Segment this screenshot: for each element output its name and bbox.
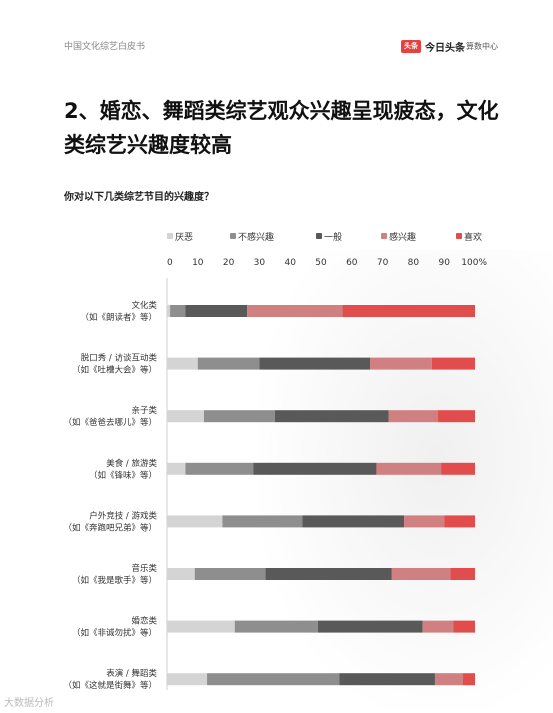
- bar-segment-2-1: [203, 410, 275, 423]
- bar-segment-0-4: [342, 305, 475, 317]
- brand-logo-badge: 头条: [401, 40, 421, 53]
- bar-segment-1-2: [259, 357, 371, 370]
- legend-label-0: 厌恶: [175, 232, 193, 243]
- brand: 头条 今日头条 算数中心: [401, 39, 498, 54]
- bar-segment-4-2: [302, 515, 405, 528]
- bar-segment-5-1: [194, 568, 266, 580]
- x-tick-label-2: 20: [223, 258, 235, 268]
- bar-segment-0-2: [185, 305, 248, 317]
- bar-segment-7-3: [434, 673, 463, 686]
- report-title: 中国文化综艺白皮书: [64, 42, 146, 52]
- category-label-1: 脱口秀 / 访谈互动类: [81, 353, 158, 364]
- bar-segment-7-0: [167, 673, 208, 686]
- x-tick-label-9: 90: [438, 258, 450, 268]
- watermark: 大数据分析: [4, 698, 54, 709]
- legend-label-4: 喜欢: [464, 231, 482, 243]
- bar-segment-3-1: [185, 462, 254, 475]
- bar-segment-5-0: [167, 568, 195, 580]
- bar-segment-5-4: [450, 568, 475, 580]
- bar-segment-6-1: [234, 620, 318, 633]
- x-tick-label-8: 80: [408, 258, 420, 268]
- bar-segment-0-1: [170, 305, 186, 317]
- bar-segment-4-4: [444, 515, 475, 528]
- category-sublabel-5: （如《我是歌手》等）: [72, 575, 157, 586]
- bar-segment-2-2: [274, 410, 389, 423]
- bar-segment-2-4: [438, 410, 475, 423]
- bar-segment-6-2: [317, 620, 423, 633]
- category-label-6: 婚恋类: [131, 616, 157, 627]
- bar-segment-2-3: [388, 410, 439, 423]
- bar-segment-3-3: [376, 462, 442, 475]
- category-sublabel-6: （如《非诚勿扰》等）: [72, 628, 157, 639]
- category-label-3: 美食 / 旅游类: [106, 458, 157, 469]
- category-sublabel-3: （如《锋味》等）: [89, 470, 157, 481]
- bar-segment-1-4: [431, 357, 475, 370]
- bar-segment-3-0: [167, 462, 186, 475]
- category-sublabel-1: （如《吐槽大会》等）: [72, 365, 157, 376]
- x-tick-label-7: 70: [377, 258, 389, 268]
- legend-swatch-1: [230, 233, 236, 239]
- x-tick-label-10: 100%: [461, 258, 487, 268]
- bar-segment-7-2: [339, 673, 435, 686]
- category-label-4: 户外竞技 / 游戏类: [89, 510, 157, 521]
- bar-segment-3-4: [441, 462, 475, 475]
- category-sublabel-0: （如《朗读者》等）: [80, 312, 157, 323]
- page-title: 2、婚恋、舞蹈类综艺观众兴趣呈现疲态，文化类综艺兴趣度较高: [64, 99, 499, 157]
- brand-name: 今日头条: [425, 43, 465, 54]
- category-sublabel-2: （如《爸爸去哪儿》等）: [63, 417, 157, 428]
- x-tick-label-1: 10: [192, 258, 204, 268]
- legend-label-2: 一般: [324, 231, 342, 243]
- category-sublabel-7: （如《这就是街舞》等）: [63, 680, 157, 691]
- bar-segment-1-3: [370, 357, 432, 370]
- legend-label-1: 不感兴趣: [238, 231, 274, 243]
- x-tick-label-3: 30: [254, 258, 266, 268]
- category-sublabel-4: （如《奔跑吧兄弟》等）: [63, 522, 157, 533]
- bar-segment-0-0: [167, 305, 171, 317]
- legend-label-3: 感兴趣: [389, 231, 416, 243]
- category-label-5: 音乐类: [131, 563, 157, 574]
- legend-swatch-3: [381, 233, 387, 239]
- legend-swatch-4: [456, 233, 462, 239]
- bar-segment-4-1: [222, 515, 303, 528]
- x-tick-label-0: 0: [167, 258, 173, 268]
- bar-segment-5-3: [391, 568, 451, 580]
- bar-segment-7-4: [462, 673, 475, 686]
- bar-segment-4-3: [404, 515, 445, 528]
- bar-segment-4-0: [167, 515, 223, 528]
- category-label-7: 表演 / 舞蹈类: [106, 668, 157, 679]
- bar-segment-7-1: [207, 673, 340, 686]
- x-tick-label-4: 40: [284, 258, 296, 268]
- bar-segment-1-0: [167, 357, 198, 370]
- chart-question: 你对以下几类综艺节目的兴趣度？: [64, 192, 214, 203]
- x-tick-label-5: 50: [315, 258, 327, 268]
- bar-segment-6-3: [422, 620, 454, 633]
- x-tick-label-6: 60: [346, 258, 358, 268]
- bar-segment-6-4: [453, 620, 475, 633]
- bar-segment-1-1: [197, 357, 260, 370]
- legend-swatch-2: [316, 233, 322, 239]
- bar-segment-3-2: [253, 462, 377, 475]
- bar-segment-0-3: [247, 305, 343, 317]
- legend-swatch-0: [167, 233, 173, 239]
- bar-segment-6-0: [167, 620, 235, 633]
- brand-subtitle: 算数中心: [466, 42, 498, 51]
- bar-segment-2-0: [167, 410, 204, 423]
- background-wash: [260, 250, 553, 710]
- category-label-2: 亲子类: [131, 405, 157, 416]
- bar-segment-5-2: [265, 568, 392, 580]
- category-label-0: 文化类: [131, 300, 157, 311]
